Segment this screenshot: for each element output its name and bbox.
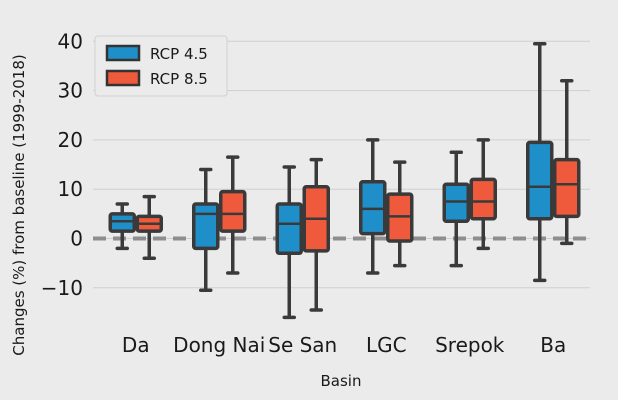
box-rcp45: [275, 202, 303, 256]
x-category-labels: Da Dong Nai Se San LGC Srepok Ba: [122, 333, 566, 357]
boxes-group: [108, 42, 581, 320]
x-category-label: Dong Nai: [173, 333, 265, 357]
y-axis-label: Changes (%) from baseline (1999-2018): [10, 54, 28, 355]
x-category-label: Srepok: [435, 333, 505, 357]
y-tick-label: 0: [70, 227, 83, 251]
x-axis-label: Basin: [321, 372, 362, 390]
y-tick-label: 20: [58, 128, 83, 152]
box-rcp85: [469, 177, 497, 221]
y-tick-label: 30: [58, 79, 83, 103]
y-tick-label: 10: [58, 177, 83, 201]
x-category-label: Da: [122, 333, 150, 357]
legend-swatch-rcp85: [105, 69, 141, 87]
legend: RCP 4.5 RCP 8.5: [94, 35, 228, 97]
x-category-label: Ba: [540, 333, 566, 357]
y-tick-labels: −10 0 10 20 30 40: [41, 29, 83, 300]
box-rcp85: [553, 157, 581, 219]
y-tick-label: −10: [41, 276, 83, 300]
legend-label-rcp45: RCP 4.5: [150, 45, 208, 63]
box-rcp85: [219, 189, 247, 233]
x-category-label: Se San: [268, 333, 337, 357]
legend-label-rcp85: RCP 8.5: [150, 70, 208, 88]
legend-swatch-rcp45: [105, 44, 141, 62]
box-rcp45: [526, 140, 554, 221]
box-rcp45: [192, 202, 220, 251]
y-tick-label: 40: [58, 29, 83, 53]
x-category-label: LGC: [366, 333, 407, 357]
